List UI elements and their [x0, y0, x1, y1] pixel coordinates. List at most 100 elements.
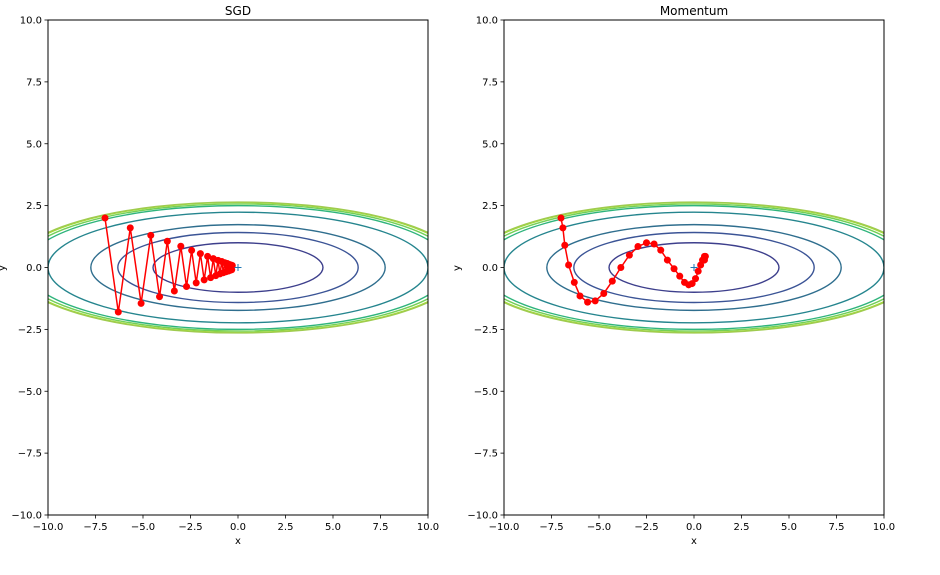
- contour-level: [504, 203, 884, 332]
- x-tick-label: 7.5: [373, 522, 389, 533]
- path-point: [670, 265, 678, 273]
- plot-area: [48, 201, 428, 334]
- y-tick-label: 2.5: [26, 201, 42, 212]
- path-point: [700, 256, 708, 264]
- y-tick-label: 7.5: [26, 77, 42, 88]
- path-point: [557, 214, 565, 222]
- path-point: [177, 242, 185, 250]
- path-point: [643, 239, 650, 247]
- x-axis: −10.0 −7.5 −5.0 −2.5 0.0 2.5 5.0 7.5 10.0: [489, 515, 895, 533]
- contour-level: [117, 231, 359, 304]
- path-point: [600, 289, 608, 297]
- path-point: [192, 279, 200, 287]
- path-point: [694, 267, 702, 275]
- path-point: [692, 275, 700, 283]
- path-point: [170, 287, 178, 295]
- y-tick-label: −5.0: [18, 387, 42, 398]
- y-tick-label: 0.0: [482, 263, 498, 274]
- contour-level: [504, 201, 884, 334]
- contour-level: [504, 204, 884, 331]
- x-tick-label: −5.0: [587, 522, 611, 533]
- y-tick-label: 0.0: [26, 263, 42, 274]
- x-tick-label: −2.5: [634, 522, 658, 533]
- path-point: [559, 224, 567, 232]
- y-tick-label: 5.0: [26, 139, 42, 150]
- y-tick-label: −2.5: [18, 325, 42, 336]
- minimum-marker: [234, 264, 242, 271]
- y-tick-label: −7.5: [18, 449, 42, 460]
- path-point: [183, 283, 191, 291]
- y-tick-label: 2.5: [482, 201, 498, 212]
- contour-level: [48, 203, 428, 332]
- x-tick-label: 2.5: [278, 522, 294, 533]
- path-point: [608, 277, 616, 285]
- contour-level: [152, 242, 324, 293]
- subplot-sgd: SGD −10.0 −7.5 −5.0 −2.5 0.0 2.5 5.0 7.5 10.0 −1…: [0, 4, 439, 547]
- subplot-momentum: Momentum −10.0 −7.5 −5.0 −2.5 0.0 2.5 5.0 7.5 10…: [452, 4, 895, 547]
- x-axis-label: x: [235, 536, 241, 547]
- y-tick-label: 10.0: [20, 16, 42, 27]
- contour-level: [48, 211, 428, 324]
- path-point: [657, 246, 665, 254]
- x-axis-label: x: [691, 536, 697, 547]
- path-point: [163, 237, 171, 245]
- path-point: [617, 264, 625, 271]
- path-point: [663, 256, 671, 264]
- path-point: [584, 298, 592, 306]
- y-tick-label: −10.0: [11, 511, 42, 522]
- contour-level: [48, 201, 428, 334]
- path-point: [688, 280, 696, 288]
- path-point: [188, 246, 196, 254]
- path-point: [650, 240, 658, 248]
- path-point: [137, 299, 145, 307]
- path-point: [196, 250, 204, 258]
- path-point: [156, 293, 164, 301]
- x-tick-label: −2.5: [178, 522, 202, 533]
- x-tick-label: −10.0: [33, 522, 64, 533]
- contour-level: [546, 223, 842, 312]
- x-tick-label: 2.5: [734, 522, 750, 533]
- x-axis: −10.0 −7.5 −5.0 −2.5 0.0 2.5 5.0 7.5 10.0: [33, 515, 439, 533]
- x-tick-label: 10.0: [417, 522, 439, 533]
- contour-level: [608, 242, 780, 293]
- path-point: [126, 224, 134, 232]
- y-axis: −10.0 −7.5 −5.0 −2.5 0.0 2.5 5.0 7.5 10.0: [467, 16, 504, 522]
- y-axis-label: y: [0, 265, 8, 271]
- x-tick-label: 0.0: [686, 522, 702, 533]
- contour-level: [48, 204, 428, 331]
- x-tick-label: 10.0: [873, 522, 895, 533]
- y-axis: −10.0 −7.5 −5.0 −2.5 0.0 2.5 5.0 7.5 10.0: [11, 16, 48, 522]
- y-tick-label: 10.0: [476, 16, 498, 27]
- subplot-title: SGD: [225, 4, 251, 18]
- y-tick-label: −5.0: [474, 387, 498, 398]
- x-tick-label: −10.0: [489, 522, 520, 533]
- plot-area: [504, 201, 884, 334]
- x-tick-label: 0.0: [230, 522, 246, 533]
- path-point: [101, 214, 109, 222]
- x-tick-label: −7.5: [83, 522, 107, 533]
- minimum-marker: [690, 264, 698, 271]
- path-point: [576, 292, 584, 300]
- path-point: [570, 278, 578, 286]
- y-tick-label: −10.0: [467, 511, 498, 522]
- x-tick-label: −5.0: [131, 522, 155, 533]
- x-tick-label: −7.5: [539, 522, 563, 533]
- path-point: [625, 251, 633, 259]
- contour-level: [504, 211, 884, 324]
- path-point: [200, 276, 208, 284]
- path-point: [147, 231, 155, 239]
- x-tick-label: 5.0: [325, 522, 341, 533]
- path-point: [634, 242, 642, 250]
- path-point: [561, 241, 569, 249]
- path-point: [228, 262, 236, 270]
- path-point: [565, 261, 573, 269]
- y-tick-label: 7.5: [482, 77, 498, 88]
- subplot-title: Momentum: [660, 4, 728, 18]
- y-tick-label: −2.5: [474, 325, 498, 336]
- contour-level: [90, 223, 386, 312]
- path-point: [591, 297, 599, 305]
- x-tick-label: 7.5: [829, 522, 845, 533]
- path-point: [676, 272, 684, 280]
